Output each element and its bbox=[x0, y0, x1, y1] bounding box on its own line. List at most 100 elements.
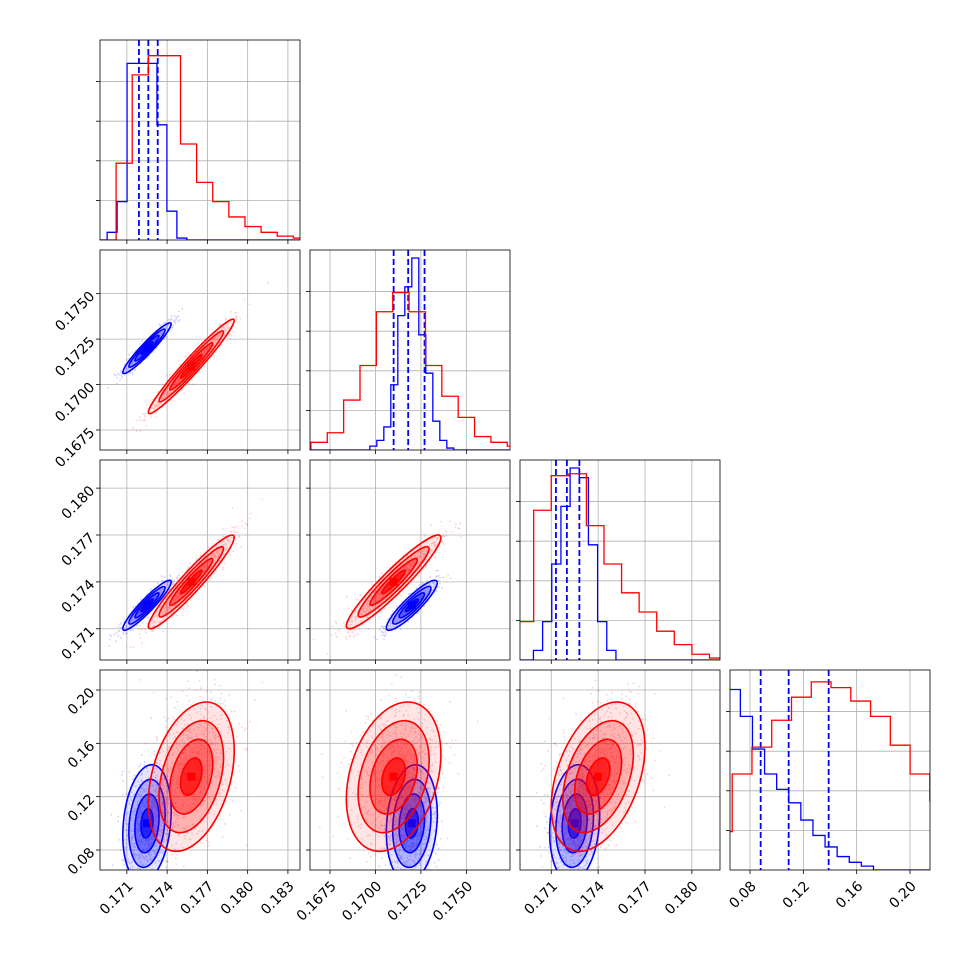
sample-point bbox=[434, 544, 437, 547]
scatter-2-1 bbox=[312, 520, 462, 655]
y-tick-label: 0.171 bbox=[59, 624, 99, 664]
sample-point bbox=[158, 323, 160, 326]
sample-point bbox=[131, 351, 134, 354]
sample-point bbox=[417, 547, 420, 549]
sample-point bbox=[216, 551, 218, 554]
axes-frame-0-0 bbox=[99, 39, 301, 241]
sample-point bbox=[197, 795, 200, 798]
sample-point bbox=[145, 855, 148, 858]
sample-point bbox=[196, 670, 198, 673]
sample-point bbox=[125, 846, 128, 849]
sample-point bbox=[423, 590, 426, 593]
sample-point bbox=[425, 591, 428, 594]
sample-point bbox=[237, 536, 240, 539]
sample-point bbox=[394, 621, 397, 624]
sample-point bbox=[172, 385, 175, 387]
sample-point bbox=[210, 340, 213, 343]
sample-point bbox=[207, 346, 209, 348]
sample-point bbox=[132, 362, 135, 365]
sample-point bbox=[167, 820, 170, 823]
sample-point bbox=[165, 803, 168, 806]
sample-point bbox=[153, 596, 155, 599]
sample-point bbox=[152, 630, 155, 633]
sample-point bbox=[171, 326, 174, 329]
sample-point bbox=[183, 760, 186, 763]
sample-point bbox=[225, 323, 228, 325]
sample-point bbox=[166, 582, 168, 585]
sample-point bbox=[228, 540, 231, 543]
sample-point bbox=[171, 811, 174, 814]
sample-point bbox=[170, 315, 173, 317]
sample-point bbox=[199, 804, 202, 807]
sample-point bbox=[356, 598, 359, 601]
sample-point bbox=[162, 322, 165, 325]
sample-point bbox=[396, 618, 399, 620]
sample-point bbox=[136, 829, 139, 832]
sample-point bbox=[213, 337, 215, 340]
sample-point bbox=[171, 583, 174, 585]
sample-point bbox=[150, 834, 153, 837]
sample-point bbox=[162, 601, 165, 604]
axes-frame-1-0 bbox=[99, 249, 301, 451]
sample-point bbox=[127, 858, 130, 860]
sample-point bbox=[202, 564, 205, 567]
sample-point bbox=[141, 642, 143, 645]
sample-point bbox=[159, 590, 162, 593]
sample-point bbox=[154, 624, 156, 627]
sample-point bbox=[184, 355, 187, 358]
sample-point bbox=[159, 333, 162, 336]
sample-point bbox=[133, 852, 136, 855]
sample-point bbox=[131, 828, 134, 831]
sample-point bbox=[418, 556, 420, 559]
sample-point bbox=[209, 345, 212, 347]
sample-point bbox=[169, 392, 171, 395]
sample-point bbox=[137, 627, 140, 630]
sample-point bbox=[245, 523, 248, 526]
sample-point bbox=[117, 815, 120, 818]
sample-point bbox=[416, 563, 419, 566]
sample-point bbox=[434, 536, 437, 538]
sample-point bbox=[417, 611, 420, 613]
sample-point bbox=[381, 630, 384, 633]
sample-point bbox=[235, 542, 238, 545]
sample-point bbox=[422, 554, 425, 557]
sample-point bbox=[394, 620, 396, 622]
sample-point bbox=[203, 563, 206, 566]
sample-point bbox=[115, 632, 118, 634]
sample-point bbox=[429, 576, 431, 579]
sample-point bbox=[131, 836, 134, 839]
sample-point bbox=[172, 583, 175, 586]
sample-point bbox=[364, 596, 367, 599]
sample-point bbox=[158, 828, 161, 831]
sample-point bbox=[443, 535, 446, 538]
sample-point bbox=[201, 789, 204, 792]
sample-point bbox=[376, 604, 379, 607]
sample-point bbox=[445, 530, 448, 533]
sample-point bbox=[408, 567, 411, 570]
sample-point bbox=[147, 780, 149, 783]
sample-point bbox=[221, 540, 224, 543]
sample-point bbox=[413, 562, 415, 565]
sample-point bbox=[166, 591, 168, 594]
sample-point bbox=[135, 853, 138, 856]
sample-point bbox=[402, 614, 405, 617]
sample-point bbox=[220, 548, 222, 551]
sample-point bbox=[237, 321, 240, 323]
sample-point bbox=[238, 770, 241, 772]
sample-point bbox=[221, 568, 224, 571]
sample-point bbox=[119, 623, 121, 626]
sample-point bbox=[202, 571, 204, 574]
sample-point bbox=[225, 547, 228, 550]
sample-point bbox=[158, 621, 160, 624]
sample-point bbox=[219, 544, 222, 547]
sample-point bbox=[161, 778, 164, 781]
sample-point bbox=[366, 616, 369, 619]
sample-point bbox=[145, 840, 148, 843]
sample-point bbox=[157, 401, 160, 404]
ticks-2-1 bbox=[306, 487, 467, 664]
sample-point bbox=[161, 821, 164, 824]
sample-point bbox=[185, 694, 188, 697]
sample-point bbox=[227, 539, 229, 542]
sample-point bbox=[414, 555, 417, 558]
sample-point bbox=[160, 331, 163, 334]
